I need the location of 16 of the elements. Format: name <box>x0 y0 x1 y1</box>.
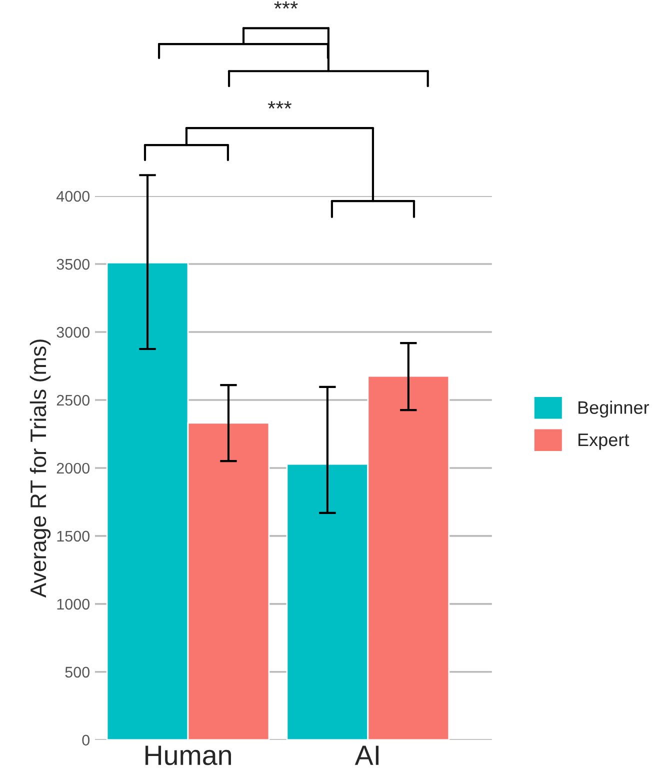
y-tick-label: 1000 <box>57 598 90 610</box>
y-tick-label: 2500 <box>56 394 90 406</box>
y-tick-label: 4000 <box>56 190 90 202</box>
y-tick-label: 2000 <box>56 462 90 474</box>
y-tick-label: 500 <box>65 666 90 678</box>
y-tick-label: 1500 <box>57 530 90 542</box>
text: *** <box>274 1 298 9</box>
x-tick-label: AI <box>354 746 378 765</box>
y-tick-label: 3500 <box>56 258 90 270</box>
x-tick-label: Human <box>146 746 231 766</box>
y-axis-title: Average RT for Trials (ms) <box>30 340 51 598</box>
legend-label: Expert <box>578 434 630 450</box>
text: *** <box>268 101 292 109</box>
legend-label: Beginner <box>578 400 650 418</box>
y-tick-label: 0 <box>82 734 90 746</box>
y-tick-label: 3000 <box>56 326 90 338</box>
